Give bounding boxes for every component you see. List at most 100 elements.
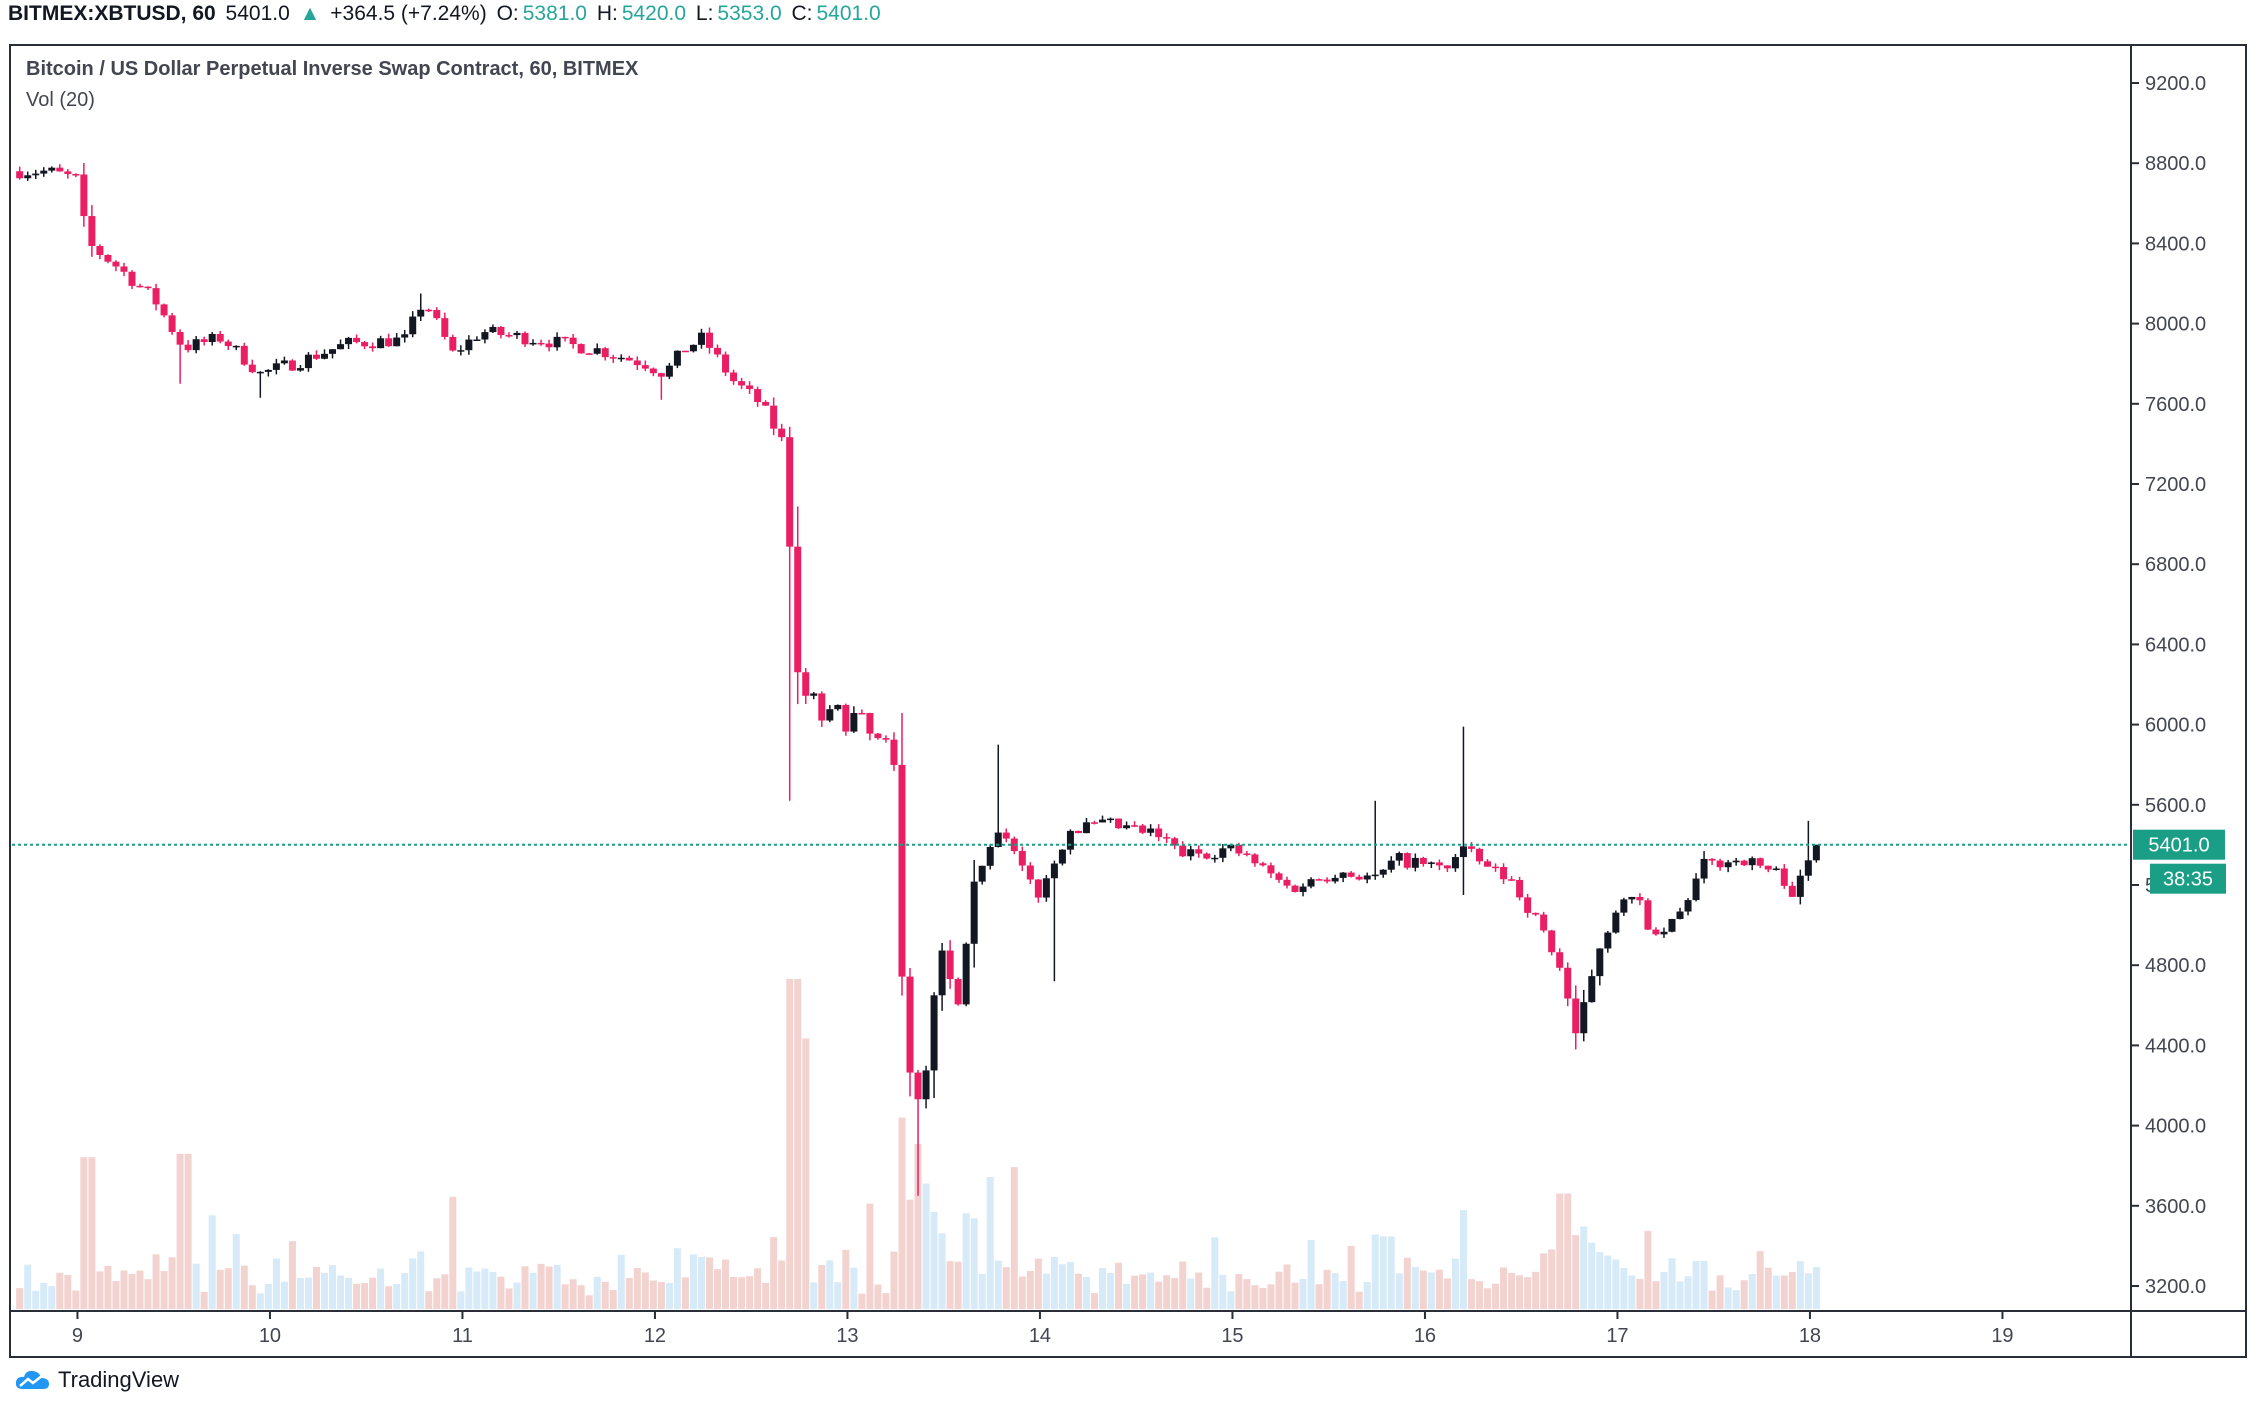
candle-body	[24, 175, 32, 179]
candle-body	[962, 943, 970, 1005]
candle-body	[1427, 862, 1435, 864]
candle-body	[1676, 911, 1684, 919]
candle-body	[1524, 897, 1532, 913]
candle-body	[1788, 885, 1796, 897]
candle-body	[1668, 918, 1676, 932]
candle-body	[1331, 877, 1339, 882]
volume-bar	[577, 1285, 585, 1309]
volume-bar	[1500, 1267, 1508, 1309]
volume-indicator-label[interactable]: Vol (20)	[26, 89, 95, 111]
volume-bar	[754, 1268, 762, 1309]
symbol-label[interactable]: BITMEX:XBTUSD, 60	[8, 2, 216, 25]
time-tick-label: 13	[836, 1325, 858, 1347]
volume-bar	[722, 1259, 730, 1309]
volume-bar	[1508, 1272, 1516, 1309]
price-tick-label: 6400.0	[2145, 634, 2206, 656]
candle-body	[1058, 849, 1066, 864]
candle-body	[1323, 879, 1331, 882]
candle-body	[1508, 879, 1516, 881]
volume-bar	[465, 1267, 473, 1309]
volume-bar	[649, 1280, 657, 1309]
time-tick-label: 15	[1221, 1325, 1243, 1347]
volume-bar	[762, 1282, 770, 1309]
volume-bar	[136, 1270, 144, 1309]
candle-body	[1115, 818, 1123, 829]
candle-body	[834, 704, 842, 710]
volume-bar	[1700, 1260, 1708, 1309]
volume-bar	[1796, 1261, 1804, 1309]
candle-body	[1291, 885, 1299, 892]
candle-body	[938, 950, 946, 996]
volume-bar	[1459, 1210, 1467, 1309]
open-value: 5381.0	[522, 2, 587, 25]
volume-bar	[585, 1295, 593, 1309]
volume-bar	[842, 1249, 850, 1309]
candle-body	[810, 693, 818, 696]
close-value: 5401.0	[816, 2, 881, 25]
volume-bar	[200, 1291, 208, 1309]
volume-bar	[393, 1284, 401, 1309]
volume-bar	[248, 1285, 256, 1309]
volume-bar	[1283, 1264, 1291, 1309]
volume-bar	[272, 1258, 280, 1309]
candle-body	[689, 344, 697, 352]
candle-body	[746, 385, 754, 390]
volume-bar	[882, 1293, 890, 1309]
time-tick-label: 19	[1991, 1325, 2013, 1347]
volume-bar	[1267, 1284, 1275, 1309]
candle-body	[88, 216, 96, 246]
price-axis[interactable]: 9200.0 8800.0 8400.0 8000.0 7600.0 7200.0 6800…	[2131, 73, 2206, 1298]
high-value: 5420.0	[621, 2, 687, 25]
candle-body	[465, 339, 473, 351]
candle-body	[497, 326, 505, 336]
candle-body	[633, 360, 641, 366]
candle-body	[1492, 866, 1500, 869]
volume-bar	[1307, 1239, 1315, 1309]
candle-body	[1018, 851, 1026, 866]
candle-body	[168, 315, 176, 332]
volume-bar	[1540, 1253, 1548, 1309]
volume-bar	[96, 1271, 104, 1309]
time-axis[interactable]: 9 10 11 12 13 14 15 16 17 18 19	[72, 1311, 2014, 1347]
volume-bar	[1387, 1236, 1395, 1309]
candle-body	[1082, 822, 1090, 834]
candle-body	[577, 344, 585, 354]
volume-bar	[705, 1257, 713, 1309]
volume-bar	[1211, 1237, 1219, 1309]
price-tick-label: 4400.0	[2145, 1035, 2206, 1057]
candle-body	[681, 350, 689, 353]
price-tick-label: 4000.0	[2145, 1116, 2206, 1138]
volume-bar	[176, 1153, 184, 1309]
volume-bar	[1676, 1281, 1684, 1309]
volume-bar	[457, 1291, 465, 1309]
candle-body	[1740, 860, 1748, 866]
volume-bar	[1323, 1269, 1331, 1309]
volume-bar	[1331, 1273, 1339, 1309]
volume-bar	[1058, 1264, 1066, 1309]
candle-body	[1283, 879, 1291, 886]
chart-title[interactable]: Bitcoin / US Dollar Perpetual Inverse Sw…	[26, 58, 639, 80]
volume-bar	[770, 1237, 778, 1309]
candle-body	[1756, 858, 1764, 866]
volume-bar	[665, 1282, 673, 1309]
candle-body	[1564, 967, 1572, 999]
volume-bar	[264, 1283, 272, 1309]
volume-bar	[1259, 1287, 1267, 1309]
candle-body	[922, 1070, 930, 1100]
volume-bar	[481, 1268, 489, 1309]
volume-bar	[329, 1265, 337, 1309]
price-tick-label: 7600.0	[2145, 394, 2206, 416]
candle-body	[1267, 865, 1275, 874]
candle-body	[393, 337, 401, 347]
candle-body	[882, 738, 890, 740]
volume-bar	[1227, 1291, 1235, 1309]
time-tick-label: 14	[1029, 1325, 1051, 1347]
candle-body	[1419, 857, 1427, 864]
volume-bar	[1620, 1268, 1628, 1309]
volume-bar	[617, 1254, 625, 1309]
volume-bar	[794, 979, 802, 1309]
candle-body	[1411, 857, 1419, 868]
candle-body	[770, 405, 778, 429]
tradingview-brand[interactable]: TradingView	[14, 1360, 179, 1400]
